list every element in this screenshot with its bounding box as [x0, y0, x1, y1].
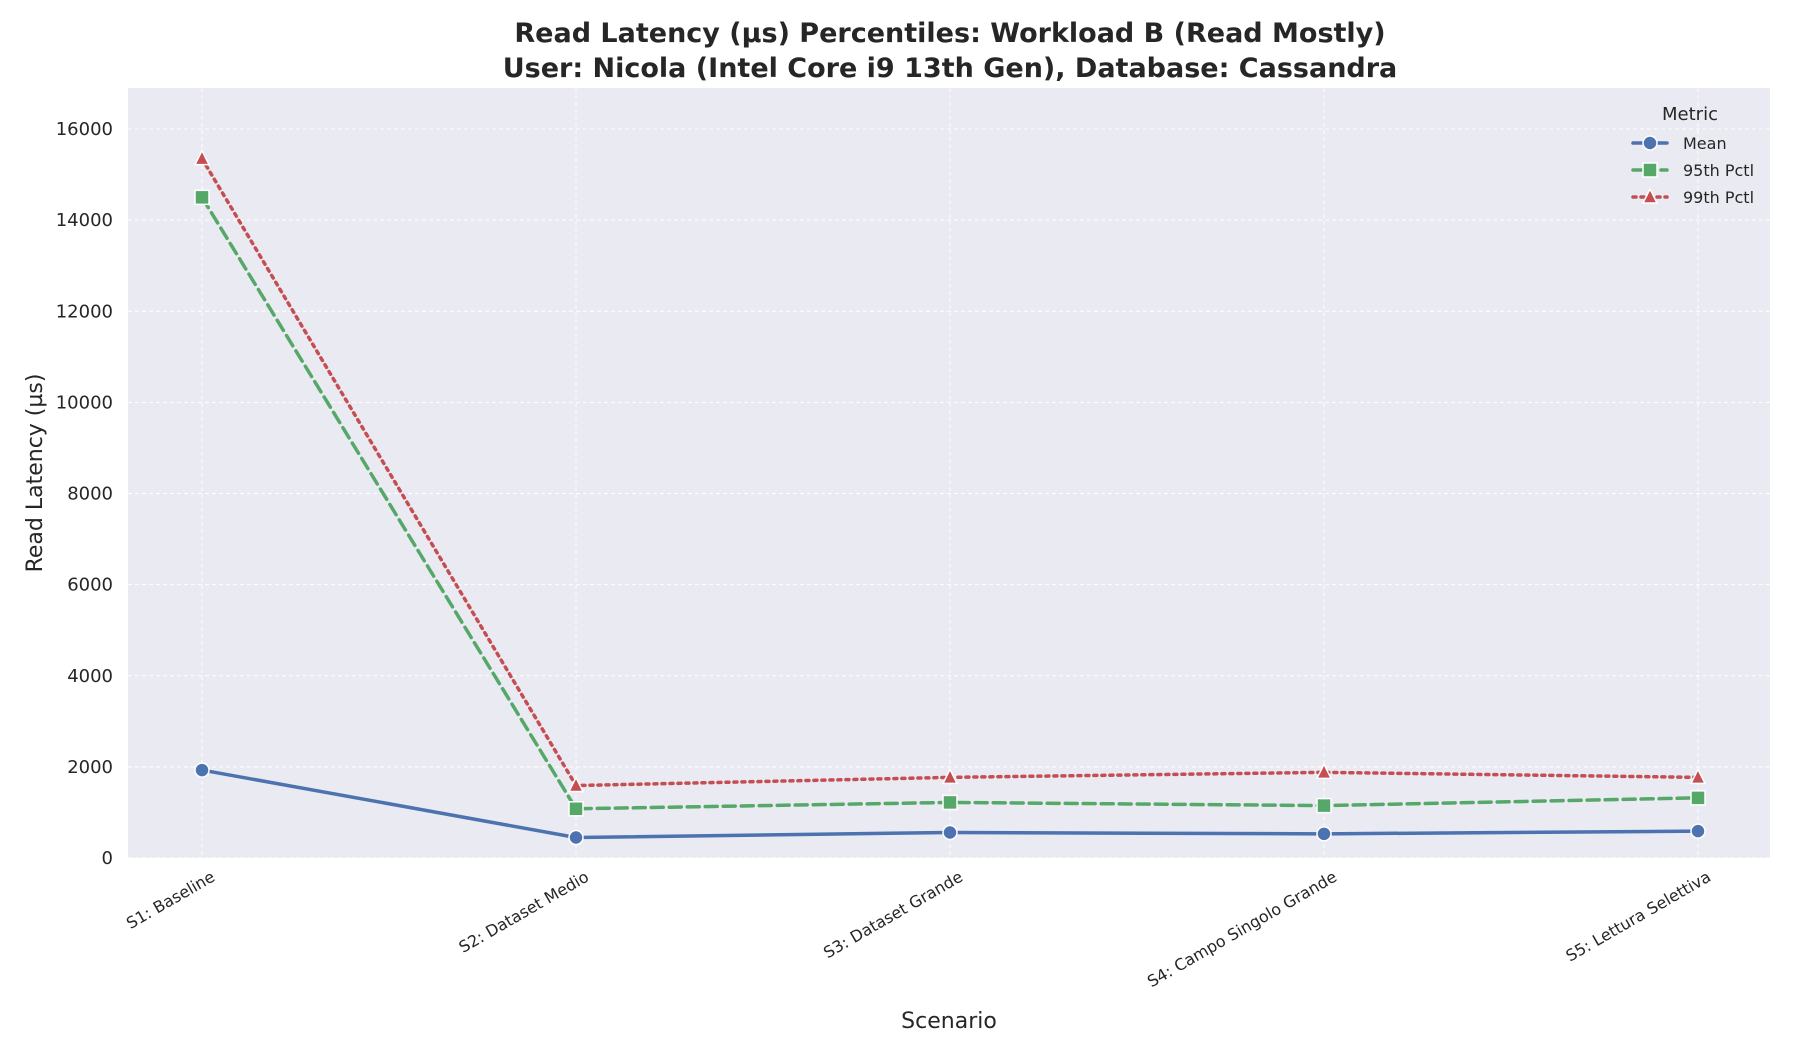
legend-item-95th-pctl: 95th Pctl [1631, 161, 1754, 180]
y-tick-label: 12000 [56, 301, 113, 322]
point-95th-pctl [942, 794, 958, 811]
legend-title: Metric [1662, 104, 1718, 125]
point-mean [194, 762, 210, 778]
point-95th-pctl [1690, 790, 1706, 806]
x-ticks: S1: Baseline S2: Dataset Medio S3: Dataset… [123, 867, 1714, 991]
y-tick-label: 0 [102, 848, 113, 869]
point-99th-pctl [567, 775, 585, 793]
point-99th-pctl [1689, 767, 1707, 785]
point-99th-pctl [941, 767, 959, 785]
legend-label: 99th Pctl [1683, 188, 1754, 207]
point-95th-pctl [568, 801, 584, 817]
point-mean [942, 824, 958, 841]
point-99th-pctl [1315, 762, 1333, 780]
y-tick-label: 6000 [67, 575, 113, 596]
y-ticks: 0 2000 4000 6000 8000 10000 12000 14000 16000 [56, 119, 113, 869]
series-mean [194, 762, 1706, 846]
point-mean [1690, 823, 1706, 839]
point-95th-pctl [194, 189, 210, 206]
legend-label: 95th Pctl [1683, 161, 1754, 180]
y-tick-label: 14000 [56, 210, 113, 231]
chart-title-line1: Read Latency (µs) Percentiles: Workload … [514, 18, 1385, 49]
y-axis-label: Read Latency (µs) [23, 374, 48, 573]
legend-item-mean: Mean [1631, 134, 1727, 153]
x-tick-label: S5: Lettura Selettiva [1562, 867, 1714, 965]
y-tick-label: 4000 [67, 666, 113, 687]
x-tick-label: S1: Baseline [123, 867, 218, 933]
point-99th-pctl [193, 148, 211, 166]
legend: Metric Mean 95th Pctl 99th Pctl [1631, 104, 1754, 207]
x-tick-label: S2: Dataset Medio [456, 867, 592, 957]
point-mean [568, 829, 584, 846]
legend-marker [1642, 162, 1658, 178]
legend-marker [1641, 187, 1659, 204]
y-tick-label: 10000 [56, 392, 113, 413]
point-mean [1316, 826, 1332, 842]
chart-title-line2: User: Nicola (Intel Core i9 13th Gen), D… [503, 53, 1398, 84]
y-tick-label: 16000 [56, 119, 113, 140]
legend-label: Mean [1683, 134, 1727, 153]
plot-area [128, 88, 1770, 858]
y-tick-label: 2000 [67, 757, 113, 778]
legend-item-99th-pctl: 99th Pctl [1631, 187, 1754, 207]
x-tick-label: S3: Dataset Grande [820, 867, 966, 962]
series-95th-pctl [194, 189, 1706, 817]
y-tick-label: 8000 [67, 484, 113, 505]
legend-marker [1642, 135, 1658, 151]
x-axis-label: Scenario [901, 1009, 997, 1034]
series-99th-pctl [193, 148, 1707, 793]
grid [128, 88, 1770, 859]
point-95th-pctl [1316, 797, 1332, 814]
series-group [193, 148, 1707, 846]
x-tick-label: S4: Campo Singolo Grande [1144, 867, 1340, 991]
